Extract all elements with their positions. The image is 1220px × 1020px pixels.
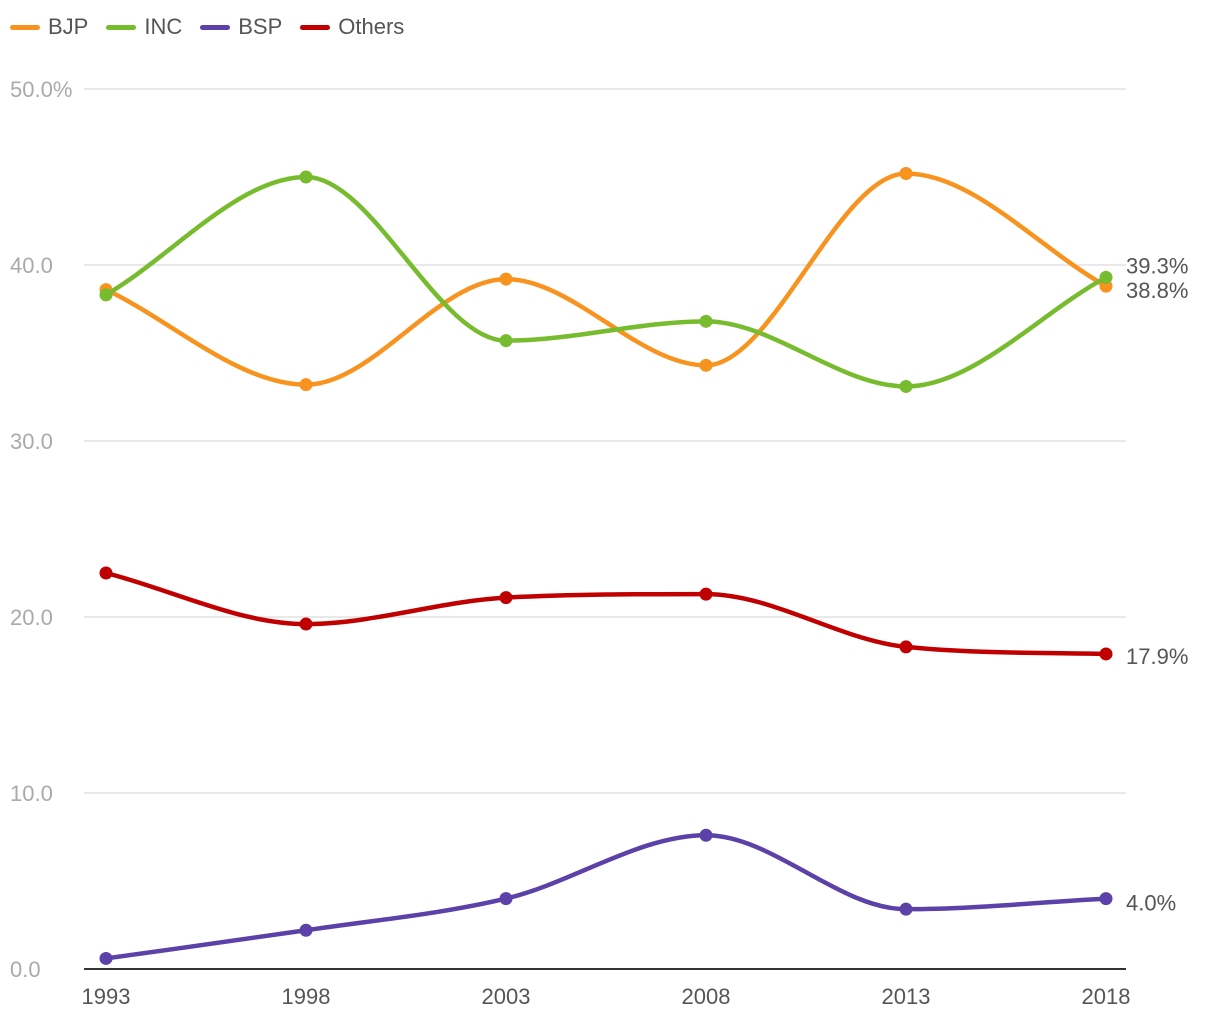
legend-item-inc[interactable]: INC (106, 14, 182, 40)
data-point-bjp (699, 358, 713, 372)
legend-item-others[interactable]: Others (300, 14, 404, 40)
series-bsp: 4.0% (99, 828, 1176, 965)
y-tick-label: 50.0% (10, 77, 72, 102)
series-inc: 39.3% (99, 170, 1188, 393)
x-tick-label: 2008 (682, 984, 731, 1009)
legend-swatch-others (300, 24, 331, 30)
end-label-bjp: 38.8% (1126, 278, 1188, 303)
end-label-others: 17.9% (1126, 644, 1188, 669)
legend-label-bjp: BJP (48, 14, 89, 39)
data-point-inc (699, 314, 713, 328)
legend-item-bsp[interactable]: BSP (200, 14, 282, 40)
data-point-bsp (699, 828, 713, 842)
y-tick-label: 20.0 (10, 605, 53, 630)
data-point-others (99, 566, 113, 580)
data-point-bsp (99, 951, 113, 965)
data-point-bsp (499, 892, 513, 906)
legend-label-others: Others (338, 14, 405, 39)
data-point-bjp (499, 272, 513, 286)
series-line-bjp (103, 171, 1109, 387)
data-point-others (499, 591, 513, 605)
data-point-inc (1099, 270, 1113, 284)
data-point-inc (499, 334, 513, 348)
data-point-bsp (299, 923, 313, 937)
legend-label-bsp: BSP (238, 14, 283, 39)
end-label-bsp: 4.0% (1126, 891, 1176, 916)
legend-swatch-inc (106, 24, 137, 30)
series-line-inc (103, 174, 1109, 389)
y-tick-label: 10.0 (10, 781, 53, 806)
data-point-bjp (899, 166, 913, 180)
data-point-others (699, 587, 713, 601)
data-point-inc (299, 170, 313, 184)
x-tick-label: 2018 (1082, 984, 1131, 1009)
data-point-others (1099, 647, 1113, 661)
series-line-others (103, 570, 1109, 657)
data-point-others (299, 617, 313, 631)
x-tick-label: 1998 (282, 984, 331, 1009)
legend-item-bjp[interactable]: BJP (10, 14, 88, 40)
y-tick-label: 0.0 (10, 957, 41, 982)
end-label-inc: 39.3% (1126, 253, 1188, 278)
data-point-inc (99, 288, 113, 302)
legend-swatch-bjp (10, 24, 40, 30)
y-tick-label: 30.0 (10, 429, 53, 454)
data-point-bsp (1099, 892, 1113, 906)
series-bjp: 38.8% (99, 166, 1188, 392)
data-point-inc (899, 379, 913, 393)
x-tick-label: 1993 (82, 984, 131, 1009)
legend: BJP INC BSP Others (10, 14, 404, 40)
x-tick-label: 2013 (882, 984, 931, 1009)
series-line-bsp (103, 832, 1109, 961)
data-point-bjp (299, 378, 313, 392)
legend-label-inc: INC (144, 14, 183, 39)
x-tick-label: 2003 (482, 984, 531, 1009)
y-tick-label: 40.0 (10, 253, 53, 278)
data-point-others (899, 640, 913, 654)
legend-swatch-bsp (200, 24, 231, 30)
series-others: 17.9% (99, 566, 1188, 669)
data-point-bsp (899, 902, 913, 916)
